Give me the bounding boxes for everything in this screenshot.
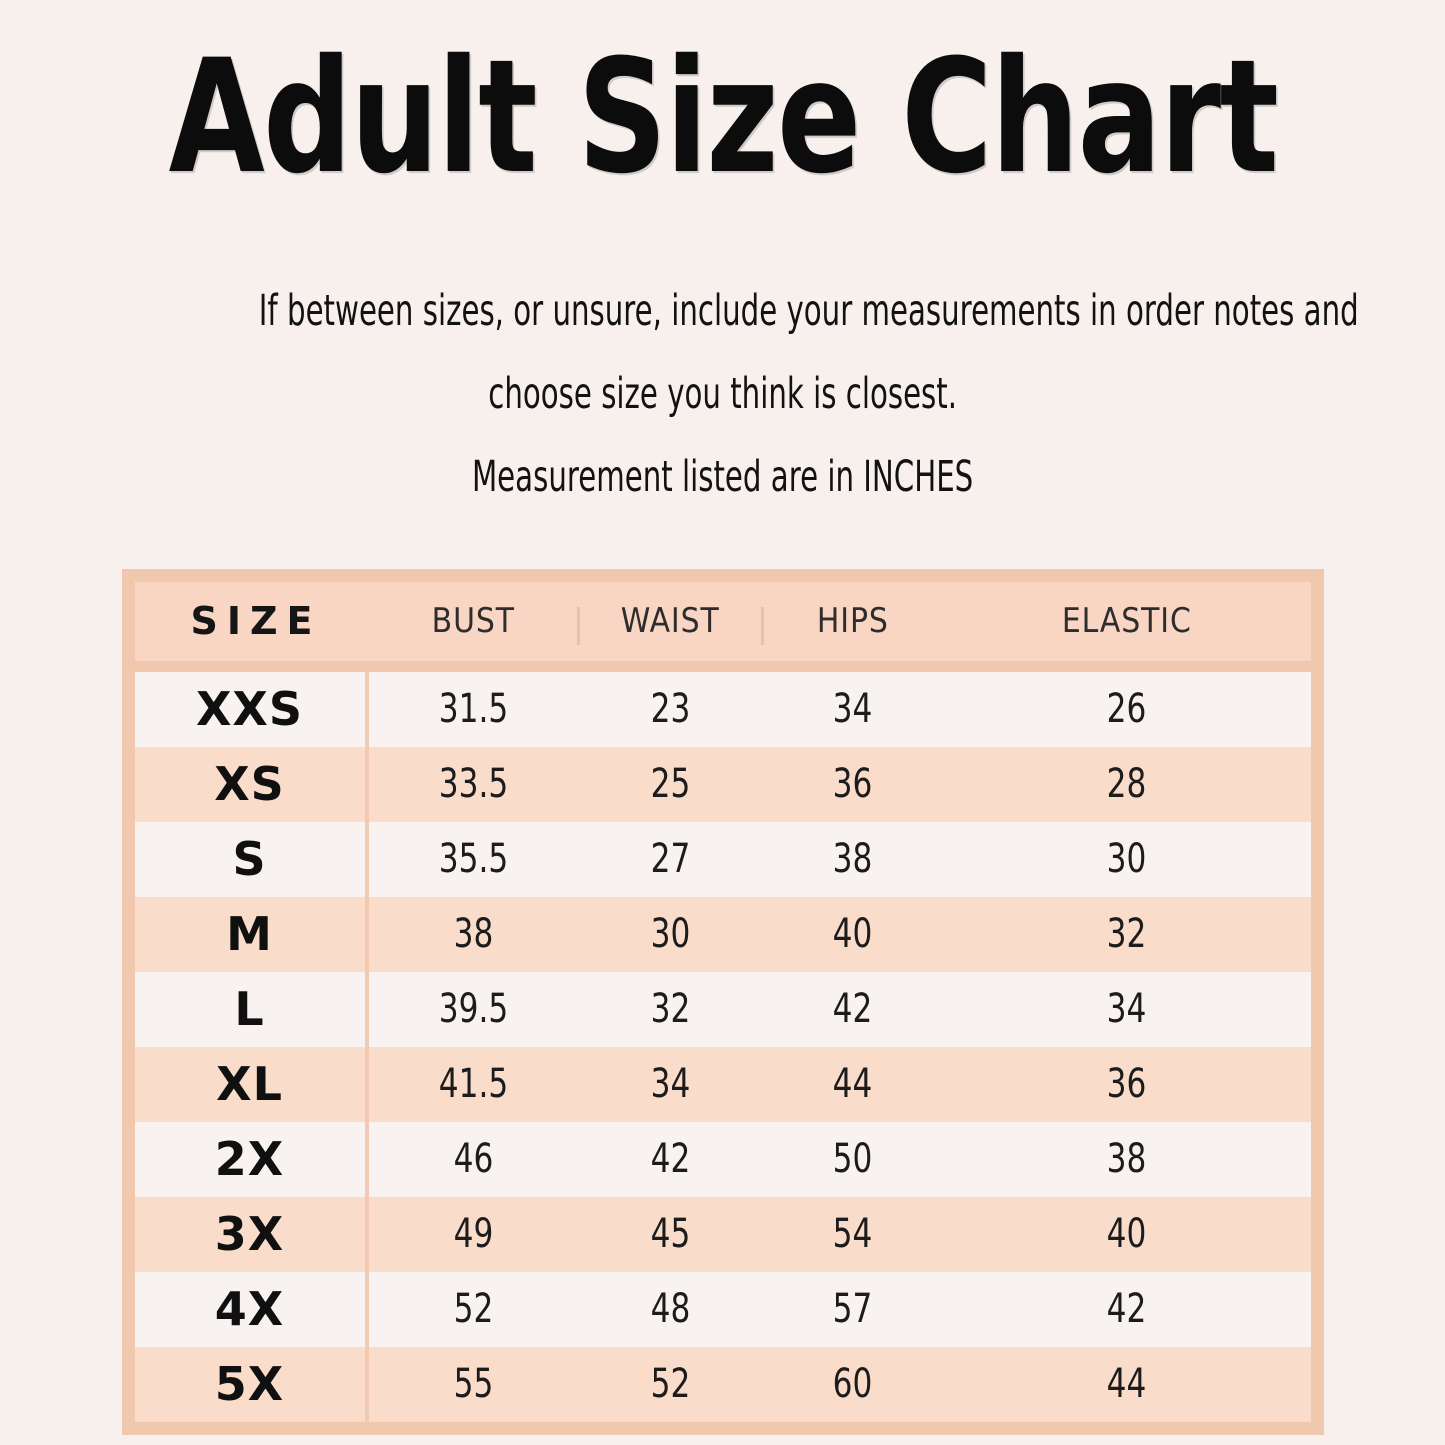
header-divider [761, 606, 765, 645]
subtitle-row: Measurement listed are in INCHES [0, 440, 1445, 523]
bust-cell: 49 [453, 1211, 494, 1258]
size-cell: M [135, 896, 369, 972]
waist-cell: 34 [650, 1061, 690, 1108]
hips-cell: 42 [832, 986, 873, 1033]
table-row: XS 33.5 25 36 28 [134, 746, 1311, 822]
hips-cell: 54 [832, 1211, 873, 1258]
header-cell-elastic: ELASTIC [942, 582, 1310, 661]
waist-cell: 45 [650, 1211, 690, 1258]
size-cell: 2X [135, 1121, 369, 1197]
elastic-cell: 38 [1106, 1136, 1147, 1183]
size-cell: XL [135, 1046, 369, 1122]
table-row: L 39.5 32 42 34 [134, 971, 1311, 1047]
waist-cell: 27 [650, 836, 690, 883]
hips-cell: 36 [832, 761, 873, 808]
waist-cell: 25 [650, 761, 690, 808]
hips-cell: 44 [832, 1061, 873, 1108]
waist-cell: 30 [650, 911, 690, 958]
size-cell: XS [135, 746, 369, 822]
bust-cell: 33.5 [438, 761, 508, 808]
subtitle-row: choose size you think is closest. [0, 357, 1445, 440]
elastic-cell: 28 [1106, 761, 1147, 808]
table-header-row: SIZE BUST WAIST HIPS ELASTIC [134, 581, 1311, 672]
header-label-bust: BUST [431, 601, 515, 642]
elastic-cell: 42 [1106, 1286, 1147, 1333]
waist-cell: 52 [650, 1361, 690, 1408]
size-cell: L [135, 971, 369, 1047]
size-cell: S [135, 821, 369, 897]
hips-cell: 50 [832, 1136, 873, 1183]
hips-cell: 60 [832, 1361, 873, 1408]
bust-cell: 55 [453, 1361, 494, 1408]
table-body: XXS 31.5 23 34 26 XS 33.5 25 36 28 [134, 671, 1311, 1422]
size-cell: XXS [135, 671, 369, 747]
header-cell-hips: HIPS [762, 582, 942, 661]
table-row: 2X 46 42 50 38 [134, 1121, 1311, 1197]
bust-cell: 31.5 [438, 686, 508, 733]
elastic-cell: 30 [1106, 836, 1147, 883]
title-area: Adult Size Chart [0, 0, 1445, 204]
waist-cell: 23 [650, 686, 690, 733]
hips-cell: 57 [832, 1286, 873, 1333]
hips-cell: 40 [832, 911, 873, 958]
table-row: XXS 31.5 23 34 26 [134, 671, 1311, 747]
bust-cell: 41.5 [438, 1061, 508, 1108]
waist-cell: 32 [650, 986, 690, 1033]
hips-cell: 38 [832, 836, 873, 883]
hips-cell: 34 [832, 686, 873, 733]
size-chart-table: SIZE BUST WAIST HIPS ELASTIC XXS 31.5 [121, 568, 1324, 1435]
waist-cell: 48 [650, 1286, 690, 1333]
bust-cell: 52 [453, 1286, 494, 1333]
table-row: 4X 52 48 57 42 [134, 1271, 1311, 1347]
bust-cell: 39.5 [438, 986, 508, 1033]
elastic-cell: 26 [1106, 686, 1147, 733]
subtitle-line-2: choose size you think is closest. [488, 368, 957, 419]
size-cell: 5X [135, 1346, 369, 1422]
table-row: 5X 55 52 60 44 [134, 1346, 1311, 1422]
size-cell: 3X [135, 1196, 369, 1272]
header-cell-size: SIZE [135, 582, 369, 661]
subtitle-row: If between sizes, or unsure, include you… [0, 274, 1445, 357]
header-label-size: SIZE [190, 599, 322, 644]
page-title: Adult Size Chart [168, 25, 1278, 209]
size-cell: 4X [135, 1271, 369, 1347]
elastic-cell: 32 [1106, 911, 1147, 958]
header-cell-waist: WAIST [578, 582, 763, 661]
header-label-elastic: ELASTIC [1061, 601, 1192, 642]
header-divider [576, 606, 580, 645]
table-row: M 38 30 40 32 [134, 896, 1311, 972]
bust-cell: 46 [453, 1136, 494, 1183]
elastic-cell: 44 [1106, 1361, 1147, 1408]
table-row: 3X 49 45 54 40 [134, 1196, 1311, 1272]
elastic-cell: 34 [1106, 986, 1147, 1033]
bust-cell: 38 [453, 911, 494, 958]
elastic-cell: 40 [1106, 1211, 1147, 1258]
elastic-cell: 36 [1106, 1061, 1147, 1108]
table-row: XL 41.5 34 44 36 [134, 1046, 1311, 1122]
subtitle-line-1: If between sizes, or unsure, include you… [258, 285, 1359, 336]
header-label-hips: HIPS [816, 601, 889, 642]
header-label-waist: WAIST [620, 601, 720, 642]
waist-cell: 42 [650, 1136, 690, 1183]
subtitle-area: If between sizes, or unsure, include you… [0, 274, 1445, 523]
subtitle-line-3: Measurement listed are in INCHES [471, 451, 974, 502]
bust-cell: 35.5 [438, 836, 508, 883]
header-cell-bust: BUST [369, 582, 578, 661]
table-row: S 35.5 27 38 30 [134, 821, 1311, 897]
